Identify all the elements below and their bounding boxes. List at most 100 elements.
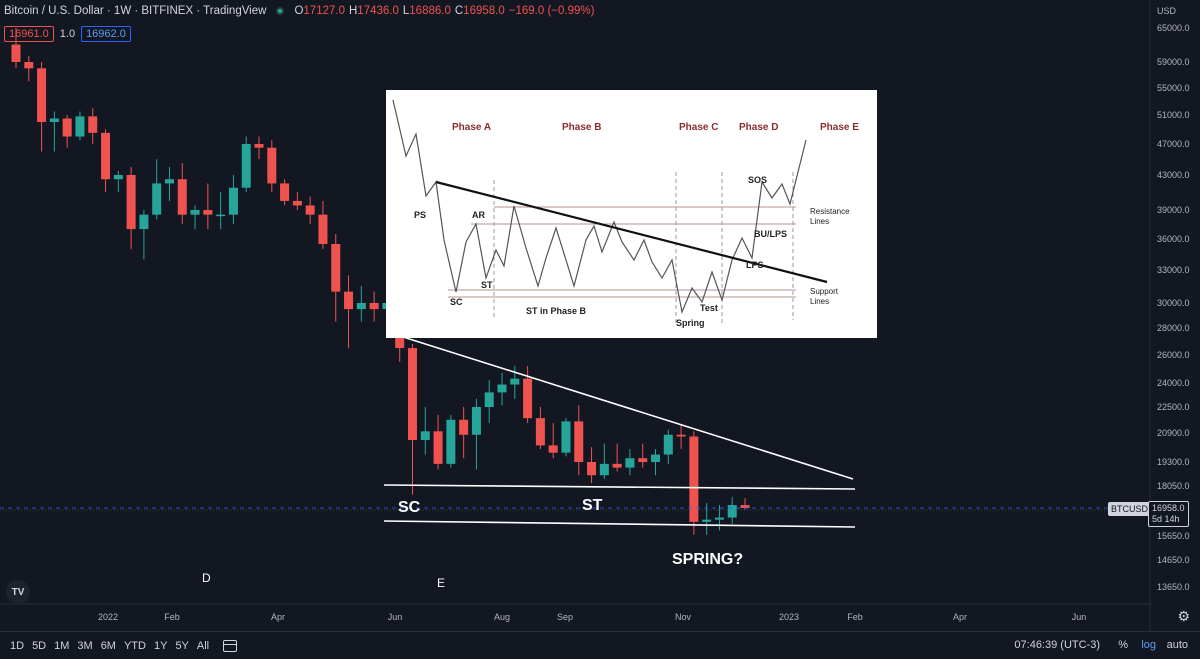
candle-body[interactable] <box>216 214 226 217</box>
candle-body[interactable] <box>433 431 443 464</box>
price-tick: 28000.0 <box>1157 323 1190 333</box>
price-tick: 39000.0 <box>1157 205 1190 215</box>
candle-body[interactable] <box>292 200 302 206</box>
go-to-date-calendar-icon[interactable] <box>223 639 238 652</box>
close-value: C16958.0 <box>454 5 505 17</box>
candle-body[interactable] <box>587 462 597 476</box>
candle-body[interactable] <box>369 303 379 310</box>
sc-label: SC <box>450 297 463 307</box>
candle-body[interactable] <box>407 348 417 441</box>
symbol-title[interactable]: Bitcoin / U.S. Dollar · 1W · BITFINEX · … <box>4 5 267 17</box>
sell-button[interactable]: 16961.0 <box>4 26 54 42</box>
symbol-legend[interactable]: Bitcoin / U.S. Dollar · 1W · BITFINEX · … <box>4 5 594 17</box>
candle-body[interactable] <box>420 431 430 441</box>
candle-body[interactable] <box>318 214 328 244</box>
candle-body[interactable] <box>88 116 98 133</box>
range-5y[interactable]: 5Y <box>175 639 189 652</box>
candle-body[interactable] <box>651 454 660 462</box>
candle-body[interactable] <box>75 116 85 137</box>
candle-body[interactable] <box>446 419 456 464</box>
candle-body[interactable] <box>561 421 571 453</box>
candle-body[interactable] <box>663 434 673 455</box>
candle-body[interactable] <box>689 436 699 522</box>
price-tick: 30000.0 <box>1157 298 1190 308</box>
candle-body[interactable] <box>727 505 737 518</box>
candle-body[interactable] <box>49 118 59 123</box>
candle-body[interactable] <box>228 187 238 215</box>
range-all[interactable]: All <box>196 639 210 652</box>
candle-body[interactable] <box>714 517 724 520</box>
candle-body[interactable] <box>139 214 149 230</box>
spread-value: 1.0 <box>59 28 76 40</box>
price-tick: 19300.0 <box>1157 457 1190 467</box>
candle-body[interactable] <box>356 303 366 310</box>
candle-body[interactable] <box>612 463 622 468</box>
candle-body[interactable] <box>24 62 34 69</box>
candle-body[interactable] <box>177 179 187 215</box>
candle-body[interactable] <box>254 144 264 148</box>
candle-body[interactable] <box>676 434 686 437</box>
candle-body[interactable] <box>344 291 354 310</box>
bu-lps-label: BU/LPS <box>754 229 787 239</box>
price-tick: 24000.0 <box>1157 378 1190 388</box>
price-tick: 18050.0 <box>1157 481 1190 491</box>
candle-body[interactable] <box>241 144 251 188</box>
range-ytd[interactable]: YTD <box>123 639 146 652</box>
candle-body[interactable] <box>37 68 47 123</box>
candle-body[interactable] <box>62 118 72 137</box>
spring-annotation: SPRING? <box>672 551 743 568</box>
price-tick: 20900.0 <box>1157 428 1190 438</box>
candle-body[interactable] <box>190 210 200 215</box>
candle-body[interactable] <box>471 407 481 435</box>
candle-body[interactable] <box>510 378 520 385</box>
candle-body[interactable] <box>280 183 290 201</box>
time-tick: Aug <box>494 612 510 622</box>
e-label: E <box>437 576 445 590</box>
auto-toggle[interactable]: auto <box>1166 639 1188 651</box>
descending-trendline[interactable] <box>399 335 854 480</box>
candle-body[interactable] <box>484 392 494 407</box>
candle-body[interactable] <box>126 175 136 230</box>
candle-body[interactable] <box>305 205 315 215</box>
phase-b-label: Phase B <box>562 122 601 133</box>
time-axis[interactable]: 2022 Feb Apr Jun Aug Sep Nov 2023 Feb Apr Jun <box>0 603 1150 622</box>
percent-toggle[interactable]: % <box>1118 639 1128 651</box>
price-tick: 55000.0 <box>1157 83 1190 93</box>
candle-body[interactable] <box>497 384 507 393</box>
time-tick: Nov <box>675 612 692 622</box>
range-1y[interactable]: 1Y <box>153 639 168 652</box>
clock[interactable]: 07:46:39 (UTC-3) <box>1014 639 1100 651</box>
candle-body[interactable] <box>599 463 609 476</box>
chart-settings-gear-icon[interactable]: ⚙ <box>1177 608 1190 624</box>
range-1d[interactable]: 1D <box>10 639 25 652</box>
candle-body[interactable] <box>113 175 123 180</box>
candle-body[interactable] <box>740 505 750 508</box>
price-tick: 13650.0 <box>1157 582 1190 592</box>
tradingview-logo-icon[interactable]: TV <box>6 580 30 604</box>
candle-body[interactable] <box>638 458 648 462</box>
range-3m[interactable]: 3M <box>77 639 93 652</box>
support-line[interactable] <box>383 520 856 528</box>
candle-body[interactable] <box>164 179 174 184</box>
candle-body[interactable] <box>11 44 21 62</box>
log-toggle[interactable]: log <box>1141 639 1156 651</box>
resistance-line[interactable] <box>383 484 856 490</box>
candle-body[interactable] <box>523 378 533 419</box>
range-1m[interactable]: 1M <box>54 639 70 652</box>
buy-button[interactable]: 16962.0 <box>81 26 131 42</box>
range-5d[interactable]: 5D <box>32 639 47 652</box>
phase-e-label: Phase E <box>820 122 859 133</box>
candle-body[interactable] <box>101 132 111 180</box>
candle-body[interactable] <box>152 183 162 215</box>
candle-body[interactable] <box>702 519 712 522</box>
candle-body[interactable] <box>331 243 341 292</box>
candle-body[interactable] <box>535 418 545 446</box>
candle-body[interactable] <box>548 445 558 453</box>
range-6m[interactable]: 6M <box>100 639 116 652</box>
price-axis[interactable]: USD 65000.0 59000.0 55000.0 51000.0 47000.0 4… <box>1149 0 1190 631</box>
candle-body[interactable] <box>625 458 635 468</box>
candle-body[interactable] <box>267 147 277 184</box>
candle-body[interactable] <box>574 421 584 462</box>
candle-body[interactable] <box>203 210 213 215</box>
candle-body[interactable] <box>459 419 469 435</box>
